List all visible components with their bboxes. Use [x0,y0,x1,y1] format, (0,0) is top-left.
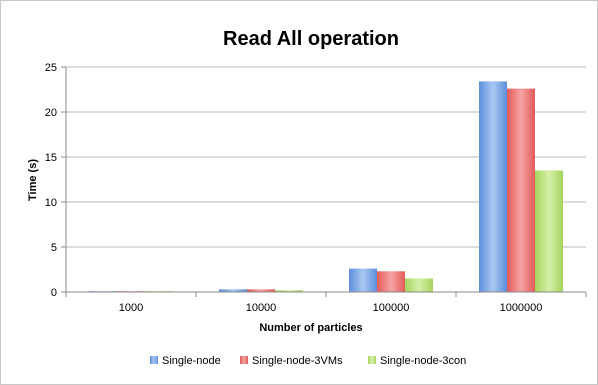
bar-single-node-3vms-100000 [377,271,405,292]
legend-label: Single-node-3VMs [252,355,343,367]
bars [89,81,563,293]
legend-swatch [240,356,248,364]
legend-swatch [368,356,376,364]
bar-single-node-3vms-1000000 [507,88,535,292]
bar-single-node-3vms-10000 [247,289,275,292]
y-tick-label: 20 [45,107,57,119]
x-axis-title: Number of particles [259,322,362,334]
bar-single-node-3con-100000 [405,278,433,292]
bar-single-node-3con-1000000 [535,170,563,292]
x-tick-label: 1000 [119,302,143,314]
y-tick-label: 25 [45,62,57,74]
legend-swatch [150,356,158,364]
bar-single-node-3con-10000 [275,290,303,292]
x-axis-ticks: 1000 10000 100000 1000000 [65,291,587,314]
y-axis-title: Time (s) [27,159,39,201]
y-tick-label: 5 [51,242,57,254]
bar-single-node-100000 [349,268,377,292]
x-tick-label: 100000 [373,302,410,314]
legend: Single-node Single-node-3VMs Single-node-3… [150,355,466,367]
bar-single-node-10000 [219,289,247,292]
y-tick-label: 10 [45,197,57,209]
x-tick-label: 1000000 [500,302,543,314]
y-axis-ticks: 0 5 10 15 20 25 [45,62,67,299]
chart-title: Read All operation [223,28,399,50]
legend-label: Single-node [162,355,221,367]
legend-label: Single-node-3con [380,355,466,367]
bar-single-node-1000000 [479,81,507,293]
y-tick-label: 15 [45,152,57,164]
y-tick-label: 0 [51,287,57,299]
x-tick-label: 10000 [246,302,277,314]
